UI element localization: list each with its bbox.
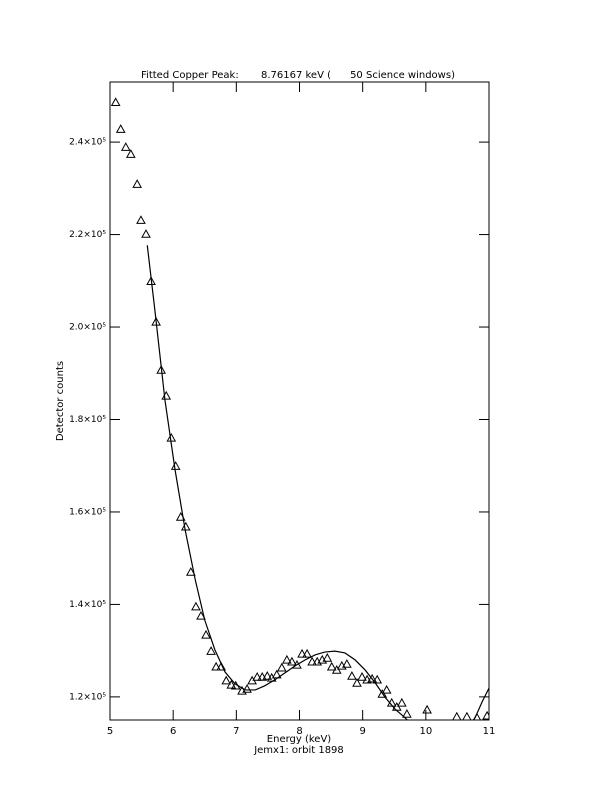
data-point: [186, 567, 196, 576]
data-point: [161, 390, 172, 400]
data-point: [297, 648, 307, 658]
data-point: [482, 710, 489, 720]
y-tick-label: 2.4×10⁵: [69, 138, 106, 148]
data-point: [352, 677, 362, 687]
data-point: [252, 671, 263, 681]
data-point: [170, 461, 181, 470]
data-point: [347, 671, 357, 680]
data-point: [146, 276, 156, 285]
x-axis-label: Energy (keV): [267, 734, 332, 745]
y-tick-label: 1.2×10⁵: [69, 692, 106, 702]
data-point: [132, 179, 143, 188]
data-point: [367, 673, 377, 683]
data-point: [180, 521, 191, 531]
data-point: [396, 697, 407, 707]
y-tick-label: 1.4×10⁵: [69, 600, 106, 610]
x-tick-label: 6: [170, 726, 176, 737]
y-tick-label: 1.6×10⁵: [69, 507, 106, 517]
data-point: [302, 648, 312, 658]
data-point: [206, 646, 216, 655]
y-tick-label: 1.8×10⁵: [69, 415, 106, 425]
data-point: [462, 711, 472, 720]
data-point: [402, 708, 412, 718]
plot-frame: [109, 81, 490, 721]
data-point: [136, 215, 146, 224]
data-point: [372, 674, 383, 684]
data-point: [331, 665, 342, 674]
chart-title: Fitted Copper Peak: 8.76167 keV ( 50 Sci…: [141, 70, 455, 81]
data-point: [156, 364, 167, 374]
x-tick-label: 10: [419, 726, 432, 737]
data-point: [307, 656, 317, 666]
data-point: [326, 661, 337, 671]
data-point: [287, 656, 297, 666]
data-point: [211, 661, 221, 671]
subtitle: Jemx1: orbit 1898: [253, 745, 344, 756]
x-tick-label: 7: [233, 726, 239, 737]
y-tick-label: 2.2×10⁵: [69, 230, 106, 240]
fit-line: [146, 245, 489, 720]
data-point: [125, 149, 136, 158]
data-point: [276, 662, 287, 672]
data-point: [292, 659, 302, 669]
data-point: [216, 661, 227, 671]
data-point: [322, 653, 333, 662]
data-point: [282, 654, 292, 664]
x-tick-label: 5: [107, 726, 113, 737]
y-tick-label: 2.0×10⁵: [69, 323, 106, 333]
data-point: [120, 142, 131, 151]
data-point: [357, 671, 367, 681]
data-point: [196, 610, 206, 620]
x-tick-label: 11: [483, 726, 496, 737]
x-tick-label: 8: [296, 726, 302, 737]
data-point: [422, 704, 432, 714]
y-axis-label: Detector counts: [55, 361, 66, 441]
data-point: [336, 660, 347, 670]
data-point: [226, 679, 237, 689]
data-point: [377, 689, 388, 698]
data-point: [201, 629, 211, 639]
data-point: [391, 702, 402, 711]
data-point: [381, 684, 392, 694]
x-tick-label: 9: [359, 726, 365, 737]
data-point: [110, 97, 121, 107]
data-point: [191, 601, 201, 611]
data-point: [221, 675, 232, 685]
data-point: [452, 711, 462, 720]
data-point: [342, 659, 352, 668]
data-point: [262, 671, 273, 680]
data-point: [115, 124, 126, 133]
data-point: [242, 683, 252, 693]
data-point: [141, 229, 151, 238]
plot-area: [110, 97, 489, 720]
